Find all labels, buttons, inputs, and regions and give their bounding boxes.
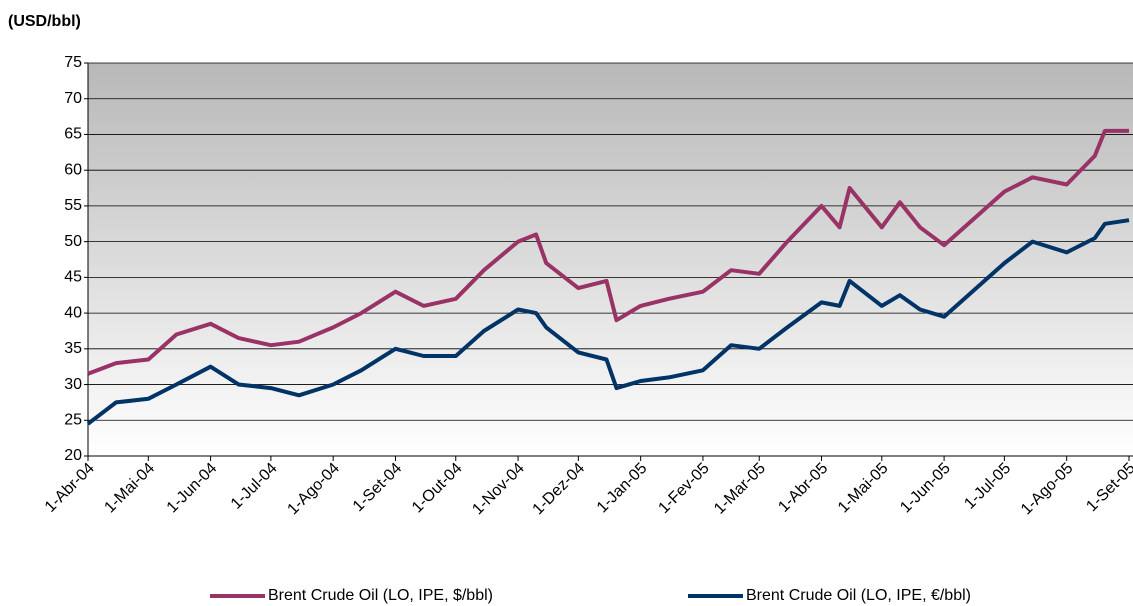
y-tick-label: 35 <box>64 340 82 357</box>
legend-label: Brent Crude Oil (LO, IPE, €/bbl) <box>746 587 971 604</box>
data-line <box>87 128 1129 376</box>
y-tick-label: 20 <box>64 447 82 464</box>
x-tick-label: 1-Ago-04 <box>284 460 343 519</box>
x-tick-label: 1-Jul-04 <box>228 460 281 513</box>
data-line <box>86 218 1130 426</box>
plot-area <box>88 63 1133 456</box>
x-tick-label: 1-Set-05 <box>1083 460 1133 515</box>
x-tick-label: 1-Fev-05 <box>655 460 712 517</box>
x-tick-label: 1-Abr-05 <box>775 460 831 516</box>
y-tick-label: 55 <box>64 197 82 214</box>
y-tick-label: 50 <box>64 233 82 250</box>
y-tick-label: 40 <box>64 304 82 321</box>
legend-label: Brent Crude Oil (LO, IPE, $/bbl) <box>268 587 493 604</box>
x-tick-label: 1-Jul-05 <box>961 460 1014 513</box>
x-tick-label: 1-Nov-04 <box>469 460 528 519</box>
y-tick-label: 65 <box>64 126 82 143</box>
x-tick-label: 1-Out-04 <box>409 460 466 517</box>
x-tick-label: 1-Jan-05 <box>594 460 651 517</box>
x-tick-label: 1-Ago-05 <box>1018 460 1077 519</box>
x-tick-label: 1-Jun-05 <box>897 460 954 517</box>
x-tick-label: 1-Abr-04 <box>42 460 98 516</box>
y-tick-label: 30 <box>64 376 82 393</box>
y-tick-label: 25 <box>64 411 82 428</box>
x-tick-label: 1-Mai-05 <box>835 460 892 517</box>
x-tick-label: 1-Set-04 <box>350 460 405 515</box>
y-tick-label: 75 <box>64 54 82 71</box>
y-tick-label: 70 <box>64 90 82 107</box>
x-tick-label: 1-Mar-05 <box>711 460 769 518</box>
y-tick-label: 45 <box>64 269 82 286</box>
x-tick-label: 1-Jun-04 <box>164 460 221 517</box>
y-axis-label: (USD/bbl) <box>8 13 81 30</box>
x-tick-label: 1-Dez-04 <box>530 460 589 519</box>
x-tick-label: 1-Mai-04 <box>101 460 158 517</box>
y-tick-label: 60 <box>64 161 82 178</box>
